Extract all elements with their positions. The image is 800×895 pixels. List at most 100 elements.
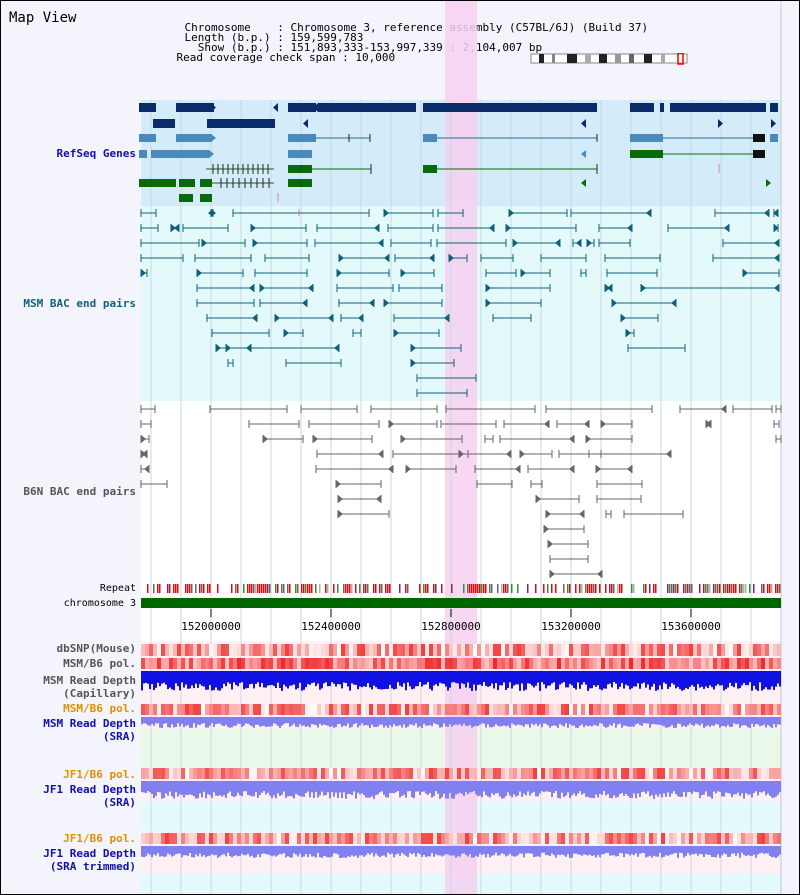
msm-b6-pol-strip — [265, 658, 269, 669]
msm-b6-pol-strip — [641, 658, 645, 669]
msm-b6-pol-strip — [277, 658, 281, 669]
selection-highlight[interactable] — [445, 1, 477, 894]
repeat-mark — [667, 584, 669, 593]
jf1-depth-sra-bar — [745, 781, 747, 794]
jf1-depth-sra-bar — [711, 781, 713, 799]
msm-depth-capillary-bar — [751, 671, 753, 691]
jf1-depth-sra-label[interactable]: JF1 Read Depth (SRA) — [1, 783, 136, 809]
jf1-depth-sra-bar — [695, 781, 697, 793]
jf1-depth-sra-bar — [191, 781, 193, 795]
msm-b6-pol-strip — [709, 658, 713, 669]
refseq-exon — [139, 103, 156, 112]
msm-b6-pol-strip — [225, 658, 229, 669]
repeat-mark — [643, 584, 645, 593]
msm-bac-pair-arrow — [308, 284, 313, 292]
repeat-mark — [563, 584, 565, 593]
msm-depth-sra-label[interactable]: MSM Read Depth (SRA) — [1, 717, 136, 743]
jf1-depth-trim-bar — [637, 846, 639, 857]
repeat-mark — [767, 584, 769, 593]
msm-b6-pol-sra-label[interactable]: MSM/B6 pol. — [63, 702, 136, 715]
jf1-depth-trim-bar — [461, 846, 463, 854]
jf1-depth-trim-label[interactable]: JF1 Read Depth (SRA trimmed) — [1, 847, 136, 873]
jf1-depth-sra-bar — [653, 781, 655, 799]
jf1-depth-trim-bar — [209, 846, 211, 856]
jf1-b6-pol-trim-strip — [421, 833, 425, 844]
jf1-b6-pol-trim-strip — [277, 833, 281, 844]
jf1-depth-sra-bar — [163, 781, 165, 799]
jf1-b6-pol-trim-label[interactable]: JF1/B6 pol. — [63, 832, 136, 845]
jf1-depth-trim-bar — [669, 846, 671, 855]
msm-bac-pair-arrow — [197, 269, 202, 277]
jf1-b6-pol-strip — [241, 768, 245, 779]
jf1-b6-pol-trim-strip — [617, 833, 621, 844]
refseq-track-label[interactable]: RefSeq Genes — [56, 147, 136, 160]
dbsnp-strip — [697, 644, 701, 656]
msm-b6-pol-strip — [513, 658, 517, 669]
msm-b6-pol-strip — [745, 658, 749, 669]
repeat-mark — [505, 584, 507, 593]
msm-b6-pol-strip — [333, 658, 337, 669]
jf1-depth-trim-bar — [703, 846, 705, 857]
dbsnp-strip — [717, 644, 721, 656]
msm-depth-sra-bar — [471, 717, 473, 728]
msm-bac-track-label[interactable]: MSM BAC end pairs — [23, 297, 136, 310]
jf1-b6-pol-label[interactable]: JF1/B6 pol. — [63, 768, 136, 781]
msm-b6-pol-label[interactable]: MSM/B6 pol. — [63, 657, 136, 670]
jf1-depth-sra-bar — [179, 781, 181, 795]
msm-b6-pol-strip — [653, 658, 657, 669]
msm-depth-sra-bar — [249, 717, 251, 726]
jf1-depth-sra-bar — [547, 781, 549, 792]
jf1-depth-sra-bar — [297, 781, 299, 796]
jf1-depth-trim-bar — [629, 846, 631, 856]
jf1-depth-trim-bar — [741, 846, 743, 853]
jf1-b6-pol-strip — [757, 768, 761, 779]
msm-bac-pair-arrow — [509, 209, 514, 217]
jf1-depth-trim-bar — [241, 846, 243, 854]
repeat-mark — [551, 584, 553, 593]
jf1-b6-pol-trim-strip — [297, 833, 301, 844]
repeat-mark — [503, 584, 505, 593]
msm-depth-sra-bar — [625, 717, 627, 726]
jf1-b6-pol-trim-strip — [737, 833, 741, 844]
jf1-depth-sra-bar — [269, 781, 271, 796]
msm-depth-capillary-label[interactable]: MSM Read Depth (Capillary) — [1, 674, 136, 700]
msm-depth-capillary-bar — [649, 671, 651, 690]
jf1-depth-sra-bar — [181, 781, 183, 795]
msm-depth-capillary-bar — [311, 671, 313, 684]
dbsnp-strip — [333, 644, 337, 656]
coverage-value: 10,000 — [355, 51, 396, 64]
jf1-depth-sra-line1: JF1 Read Depth — [43, 783, 136, 796]
msm-bac-pair-arrow — [394, 329, 399, 337]
jf1-b6-pol-trim-strip — [585, 833, 589, 844]
repeat-mark — [683, 584, 685, 593]
dbsnp-strip — [405, 644, 409, 656]
jf1-depth-trim-bar — [245, 846, 247, 856]
msm-depth-sra-bar — [171, 717, 173, 725]
jf1-depth-sra-bar — [497, 781, 499, 794]
jf1-b6-pol-strip — [749, 768, 753, 779]
jf1-b6-pol-strip — [277, 768, 281, 779]
msm-depth-capillary-bar — [271, 671, 273, 685]
msm-depth-capillary-bar — [267, 671, 269, 686]
dbsnp-track-label[interactable]: dbSNP(Mouse) — [56, 642, 136, 655]
chromosome-ideogram[interactable] — [529, 53, 691, 65]
dbsnp-strip — [461, 644, 465, 656]
jf1-depth-sra-bar — [451, 781, 453, 799]
msm-depth-capillary-bar — [513, 671, 515, 686]
msm-depth-capillary-bar — [281, 671, 283, 691]
jf1-b6-pol-strip — [377, 768, 381, 779]
repeat-mark — [511, 584, 513, 593]
repeat-mark — [769, 584, 771, 593]
b6n-bac-track-label[interactable]: B6N BAC end pairs — [23, 485, 136, 498]
jf1-depth-sra-bar — [699, 781, 701, 799]
repeat-mark — [359, 584, 361, 593]
repeat-mark — [281, 584, 283, 593]
msm-b6-pol-sra-strip — [625, 704, 629, 715]
msm-b6-pol-strip — [209, 658, 213, 669]
msm-depth-capillary-bar — [291, 671, 293, 686]
jf1-depth-sra-bar — [249, 781, 251, 796]
jf1-depth-trim-bar — [381, 846, 383, 856]
jf1-depth-trim-bar — [699, 846, 701, 854]
msm-depth-capillary-bar — [627, 671, 629, 686]
